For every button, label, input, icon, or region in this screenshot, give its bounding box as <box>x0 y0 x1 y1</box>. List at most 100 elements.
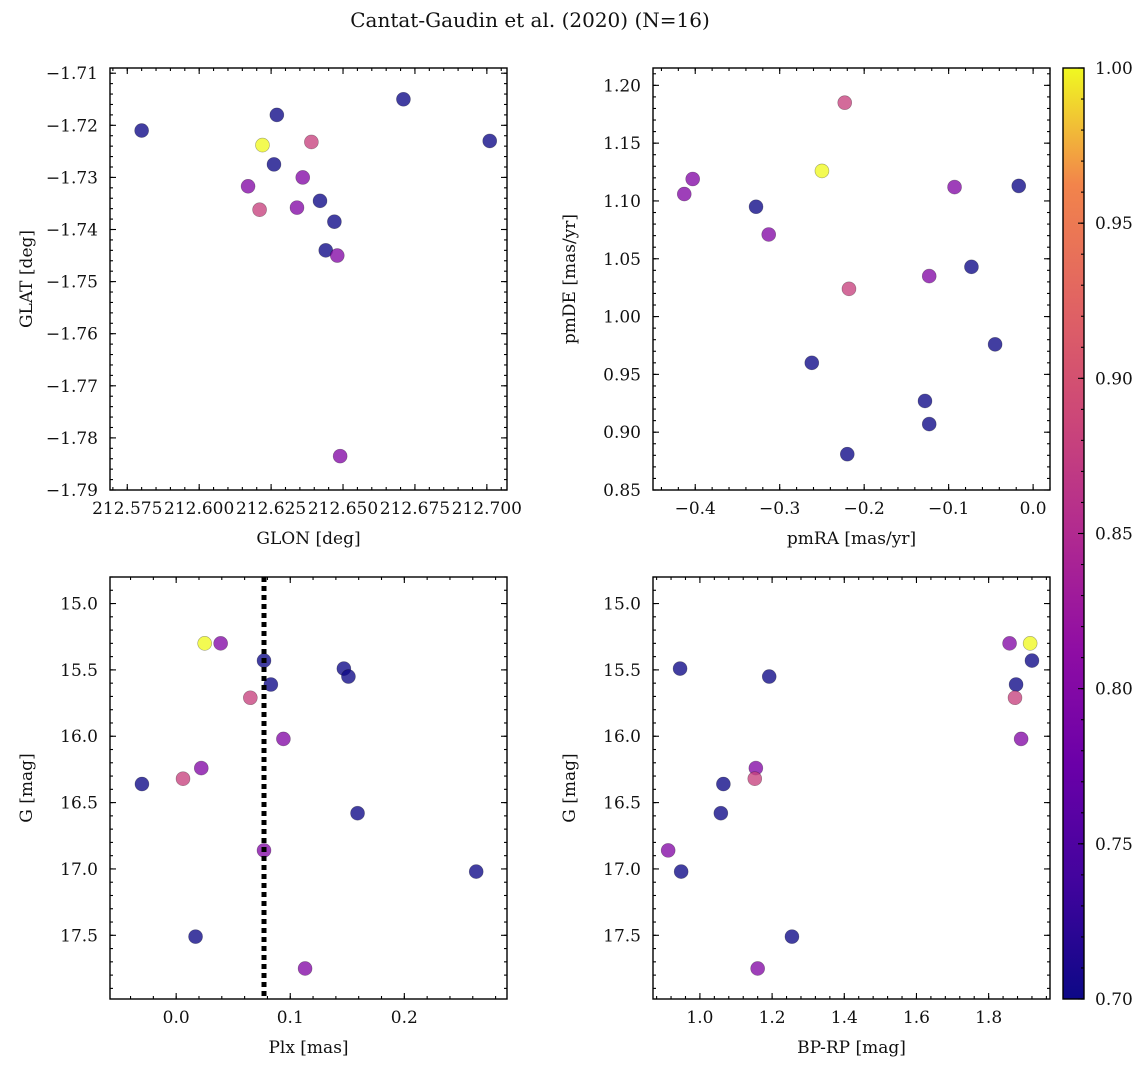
colorbar-tick-label: 0.85 <box>1095 525 1133 545</box>
plot-frame <box>652 67 1051 491</box>
data-point <box>1022 636 1038 651</box>
figure-title: Cantat-Gaudin et al. (2020) (N=16) <box>350 8 710 32</box>
y-tick-label: −1.71 <box>46 64 98 84</box>
x-axis-label: Plx [mas] <box>268 1038 348 1058</box>
data-point <box>713 805 729 821</box>
y-tick-label: −1.72 <box>46 116 98 136</box>
data-point <box>921 416 937 432</box>
data-point <box>297 961 313 976</box>
data-point <box>814 163 830 179</box>
x-tick-label: 0.0 <box>1020 499 1047 519</box>
data-point <box>188 929 203 944</box>
data-point <box>327 214 342 229</box>
data-point <box>1011 178 1027 194</box>
y-axis-label: GLAT [deg] <box>17 230 37 328</box>
x-tick-label: 1.2 <box>759 1008 786 1028</box>
y-tick-label: 0.85 <box>603 481 641 501</box>
x-tick-label: −0.2 <box>844 499 885 519</box>
data-point <box>716 776 731 792</box>
data-point <box>685 171 701 187</box>
x-tick-label: 0.0 <box>163 1008 190 1028</box>
data-point <box>243 690 258 706</box>
data-point <box>672 661 688 676</box>
data-point <box>263 677 279 692</box>
panel-plx-g: 0.0 0.1 0.2 15.0 15.5 16.0 16.5 17.0 17.5 Plx [ma… <box>17 576 508 1058</box>
data-point <box>947 179 962 195</box>
y-tick-label: −1.76 <box>46 325 98 345</box>
data-point <box>1002 636 1017 651</box>
colorbar-gradient <box>1063 68 1084 999</box>
y-tick-label: 16.5 <box>60 794 98 814</box>
x-tick-label: 212.650 <box>308 499 378 519</box>
data-point <box>837 95 853 110</box>
y-tick-label: 0.90 <box>603 423 641 443</box>
x-tick-label: 212.675 <box>380 499 450 519</box>
data-point <box>134 776 150 792</box>
colorbar: 0.70 0.75 0.80 0.85 0.90 0.95 1.00 <box>1062 59 1133 1010</box>
y-tick-label: 1.10 <box>603 192 641 212</box>
y-tick-label: −1.79 <box>46 481 98 501</box>
data-point <box>175 771 191 787</box>
data-point <box>748 199 764 215</box>
x-tick-label: −0.3 <box>759 499 800 519</box>
x-tick-label: 212.575 <box>92 499 162 519</box>
x-tick-label: 0.1 <box>277 1008 304 1028</box>
data-point <box>468 864 484 879</box>
data-point <box>276 731 291 747</box>
data-point <box>1008 677 1024 692</box>
data-point <box>350 805 365 821</box>
x-tick-label: 212.600 <box>164 499 234 519</box>
data-point <box>676 186 692 202</box>
x-tick-label: 1.0 <box>686 1008 713 1028</box>
data-point <box>312 193 328 209</box>
y-tick-label: 17.5 <box>60 926 98 946</box>
y-tick-label: 15.0 <box>60 595 98 615</box>
x-tick-label: 212.625 <box>236 499 306 519</box>
y-axis-label: pmDE [mas/yr] <box>560 214 580 344</box>
y-tick-label: −1.78 <box>46 429 98 449</box>
x-tick-label: −0.4 <box>675 499 716 519</box>
data-point <box>921 268 937 284</box>
data-point <box>784 929 800 944</box>
data-point <box>761 669 777 684</box>
x-tick-label: 1.8 <box>975 1008 1002 1028</box>
data-point <box>193 760 209 776</box>
data-point <box>1013 731 1029 747</box>
data-point <box>197 636 212 651</box>
data-point <box>841 281 857 297</box>
y-axis-label: G [mag] <box>17 753 37 822</box>
colorbar-tick-label: 0.90 <box>1095 369 1133 389</box>
y-tick-label: −1.73 <box>46 168 98 188</box>
colorbar-tick-label: 0.75 <box>1095 835 1133 855</box>
panels: 212.575 212.600 212.625 212.650 212.675 212.7… <box>17 64 1051 1058</box>
colorbar-tick-label: 0.95 <box>1095 214 1133 234</box>
data-point <box>482 133 498 149</box>
y-tick-label: 15.5 <box>603 661 641 681</box>
y-tick-label: 16.5 <box>603 794 641 814</box>
x-tick-label: 212.700 <box>452 499 522 519</box>
data-point <box>255 137 270 153</box>
colorbar-tick-label: 1.00 <box>1095 59 1133 79</box>
data-point <box>839 446 855 462</box>
y-tick-label: 17.5 <box>603 926 641 946</box>
y-tick-label: −1.74 <box>46 221 98 241</box>
data-point <box>329 248 345 263</box>
plot-frame <box>652 576 1051 1000</box>
data-point <box>266 157 282 172</box>
x-axis-label: pmRA [mas/yr] <box>787 529 916 549</box>
y-tick-label: 16.0 <box>603 727 641 747</box>
y-tick-label: 1.05 <box>603 250 641 270</box>
data-point <box>917 393 933 409</box>
x-axis-label: BP-RP [mag] <box>797 1038 906 1058</box>
y-tick-label: 1.00 <box>603 308 641 328</box>
colorbar-tick-label: 0.70 <box>1095 990 1133 1010</box>
y-tick-label: 17.0 <box>60 860 98 880</box>
data-point <box>240 178 256 194</box>
y-tick-label: 15.5 <box>60 661 98 681</box>
data-point <box>332 448 348 464</box>
x-tick-label: 1.4 <box>831 1008 858 1028</box>
y-tick-label: 15.0 <box>603 595 641 615</box>
y-tick-label: −1.77 <box>46 377 98 397</box>
x-tick-label: −0.1 <box>928 499 969 519</box>
